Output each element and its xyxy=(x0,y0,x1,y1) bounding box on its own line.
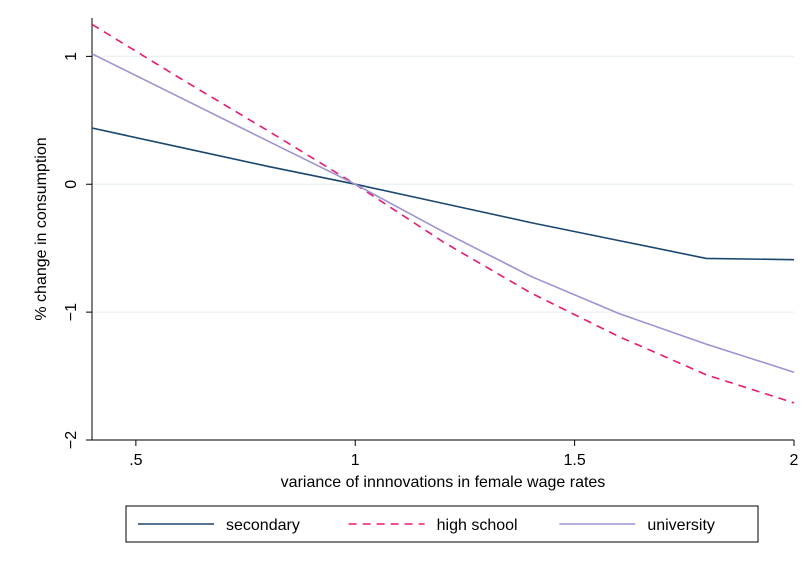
axes-layer: −2−101.5 1 1.5 2 xyxy=(63,18,799,469)
legend-label-high-school: high school xyxy=(437,517,518,534)
legend: secondary high school university xyxy=(125,505,759,543)
x-tick-label-0: .5 xyxy=(129,452,142,469)
legend-label-university: university xyxy=(647,517,715,534)
series-layer xyxy=(91,23,795,404)
x-tick-label-3: 2 xyxy=(790,452,799,469)
series-line-university xyxy=(91,53,795,373)
y-tick-label-3: 1 xyxy=(63,52,80,61)
x-tick-label-2: 1.5 xyxy=(564,452,586,469)
y-tick-label-2: 0 xyxy=(63,180,80,189)
x-tick-label-1: 1 xyxy=(351,452,360,469)
y-tick-label-1: −1 xyxy=(63,303,80,321)
series-line-high-school xyxy=(91,23,795,404)
y-tick-label-0: −2 xyxy=(63,431,80,449)
legend-box xyxy=(125,505,759,543)
y-axis-title: % change in consumption xyxy=(33,137,50,320)
legend-label-secondary: secondary xyxy=(226,517,300,534)
series-line-secondary xyxy=(91,127,795,261)
x-axis-title: variance of innnovations in female wage … xyxy=(281,474,606,491)
